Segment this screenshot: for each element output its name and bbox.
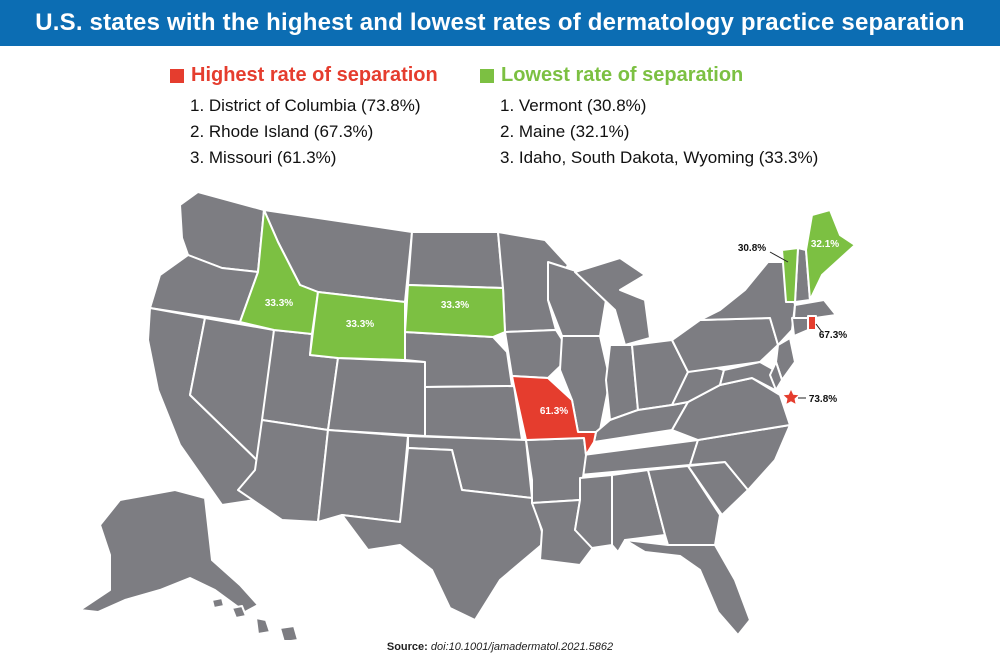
map-label-missouri: 61.3%	[540, 406, 568, 417]
legend-lowest-swatch	[480, 68, 494, 83]
state-texas	[341, 447, 546, 621]
leader-rhode-island	[815, 323, 823, 333]
us-map: 33.3% 33.3% 33.3% 61.3% 32.1% 30.8% 67.3…	[79, 191, 856, 640]
state-wyoming	[309, 291, 406, 361]
dc-star-icon	[783, 390, 799, 404]
legend-highest: Highest rate of separation 1. District o…	[170, 64, 438, 171]
map-label-maine: 32.1%	[811, 239, 839, 250]
map-label-vermont: 30.8%	[738, 243, 766, 254]
state-massachusetts	[793, 299, 837, 319]
state-new-jersey	[775, 337, 796, 381]
legend-highest-swatch	[170, 68, 184, 83]
legend-lowest-item: 3. Idaho, South Dakota, Wyoming (33.3%)	[500, 148, 819, 167]
state-vermont	[781, 247, 799, 303]
state-kansas	[424, 385, 523, 441]
legend-highest-item: 2. Rhode Island (67.3%)	[190, 122, 374, 141]
legend-highest-item: 3. Missouri (61.3%)	[190, 148, 337, 167]
legend-lowest-list: 1. Vermont (30.8%) 2. Maine (32.1%) 3. I…	[480, 93, 818, 171]
legend-lowest-item: 2. Maine (32.1%)	[500, 122, 630, 141]
state-new-mexico	[317, 429, 409, 523]
state-maine	[805, 209, 856, 301]
legend-highest-title: Highest rate of separation	[191, 64, 438, 86]
map-label-wyoming: 33.3%	[346, 319, 374, 330]
source-label: Source:	[386, 641, 428, 653]
legend-lowest-item: 1. Vermont (30.8%)	[500, 96, 647, 115]
state-delaware	[769, 361, 783, 391]
legend-highest-item: 1. District of Columbia (73.8%)	[190, 96, 421, 115]
state-alaska	[79, 489, 259, 613]
legend-lowest-title: Lowest rate of separation	[501, 64, 744, 86]
state-rhode-island	[807, 315, 817, 331]
legend-highest-list: 1. District of Columbia (73.8%) 2. Rhode…	[170, 93, 438, 171]
page-title: U.S. states with the highest and lowest …	[35, 9, 965, 36]
title-bar: U.S. states with the highest and lowest …	[0, 0, 1000, 46]
map-label-dc: 73.8%	[809, 394, 837, 405]
state-missouri	[511, 375, 597, 456]
state-north-dakota	[407, 231, 504, 289]
state-michigan	[574, 257, 651, 346]
state-mississippi	[574, 474, 613, 549]
map-label-south-dakota: 33.3%	[441, 300, 469, 311]
state-hawaii	[211, 597, 299, 640]
leader-vermont	[769, 251, 789, 263]
state-florida	[624, 539, 751, 636]
legend-lowest: Lowest rate of separation 1. Vermont (30…	[480, 64, 818, 171]
state-south-dakota	[404, 284, 506, 338]
state-arkansas	[525, 437, 587, 504]
state-colorado	[327, 357, 426, 437]
map-label-idaho: 33.3%	[265, 298, 293, 309]
source-line: Source: doi:10.1001/jamadermatol.2021.58…	[0, 641, 1000, 653]
legend-highest-heading: Highest rate of separation	[170, 64, 438, 87]
legend-lowest-heading: Lowest rate of separation	[480, 64, 818, 87]
source-citation: doi:10.1001/jamadermatol.2021.5862	[430, 641, 614, 653]
map-label-rhode-island: 67.3%	[819, 330, 847, 341]
